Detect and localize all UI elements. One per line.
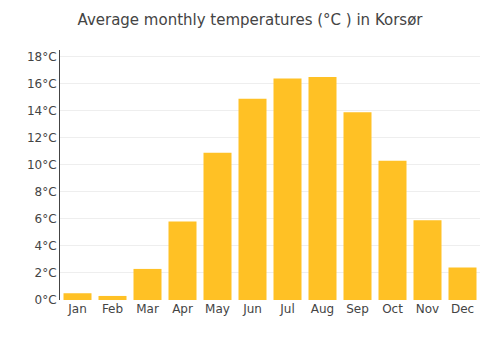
svg-text:Aug: Aug [311, 302, 334, 316]
svg-text:Nov: Nov [416, 302, 439, 316]
svg-text:Jan: Jan [67, 302, 87, 316]
svg-text:0°C: 0°C [35, 293, 57, 307]
svg-text:May: May [205, 302, 230, 316]
svg-text:14°C: 14°C [27, 104, 57, 118]
svg-text:Average monthly temperatures (: Average monthly temperatures (°C ) in Ko… [78, 11, 424, 29]
svg-text:Jun: Jun [242, 302, 262, 316]
svg-text:Mar: Mar [136, 302, 159, 316]
svg-text:Sep: Sep [346, 302, 369, 316]
svg-text:10°C: 10°C [27, 158, 57, 172]
svg-text:Jul: Jul [279, 302, 294, 316]
svg-text:2°C: 2°C [35, 266, 57, 280]
svg-text:6°C: 6°C [35, 212, 57, 226]
svg-text:16°C: 16°C [27, 77, 57, 91]
svg-text:Dec: Dec [451, 302, 474, 316]
svg-text:Oct: Oct [382, 302, 403, 316]
svg-text:Feb: Feb [102, 302, 123, 316]
svg-text:4°C: 4°C [35, 239, 57, 253]
svg-text:8°C: 8°C [35, 185, 57, 199]
svg-text:12°C: 12°C [27, 131, 57, 145]
svg-text:18°C: 18°C [27, 50, 57, 64]
svg-text:Apr: Apr [172, 302, 193, 316]
